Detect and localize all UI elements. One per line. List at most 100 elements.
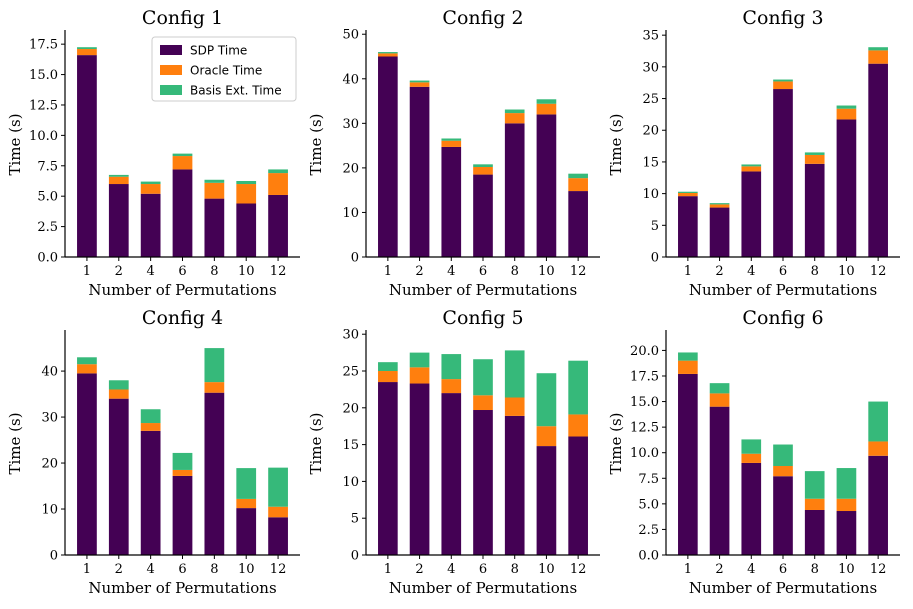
bar-sdp-time-8: [504, 415, 525, 555]
bar-oracle-time-12: [568, 178, 588, 192]
x-tick-label: 12: [570, 264, 587, 279]
bar-sdp-time-1: [378, 382, 398, 555]
bar-basis-ext-time-10: [536, 99, 557, 104]
x-tick-label: 10: [838, 562, 855, 577]
bar-oracle-time-4: [441, 140, 462, 147]
bar-basis-ext-time-1: [77, 47, 97, 50]
y-tick-label: 15: [642, 155, 659, 170]
x-tick-label: 1: [384, 264, 392, 279]
bar-basis-ext-time-12: [268, 169, 288, 174]
x-tick-label: 4: [447, 562, 455, 577]
bar-basis-ext-time-8: [504, 109, 525, 114]
bar-oracle-time-6: [473, 395, 493, 411]
bar-sdp-time-12: [568, 436, 588, 555]
chart-title: Config 5: [442, 307, 523, 329]
bar-oracle-time-10: [536, 426, 557, 447]
bar-oracle-time-1: [378, 53, 398, 57]
bar-oracle-time-2: [409, 82, 430, 87]
chart-title: Config 3: [742, 7, 823, 29]
bar-oracle-time-2: [108, 389, 129, 399]
x-tick-label: 12: [870, 562, 887, 577]
bar-oracle-time-12: [868, 50, 888, 64]
y-tick-label: 30: [342, 328, 359, 343]
x-tick-label: 8: [210, 562, 218, 577]
x-tick-label: 4: [147, 562, 155, 577]
y-tick-label: 5: [351, 512, 359, 527]
bar-basis-ext-time-12: [268, 467, 288, 507]
x-tick-label: 10: [538, 562, 555, 577]
bar-basis-ext-time-6: [473, 359, 493, 396]
bar-oracle-time-2: [409, 367, 430, 384]
bar-basis-ext-time-1: [678, 352, 698, 361]
bar-oracle-time-10: [836, 108, 857, 120]
x-tick-label: 4: [747, 562, 755, 577]
chart-title: Config 1: [142, 7, 223, 29]
y-axis-label: Time (s): [307, 113, 325, 175]
y-tick-label: 30: [642, 60, 659, 75]
bar-basis-ext-time-8: [204, 179, 225, 183]
y-tick-label: 50: [342, 28, 359, 43]
y-tick-label: 17.5: [630, 369, 659, 384]
y-tick-label: 10: [342, 206, 359, 221]
bar-oracle-time-4: [140, 184, 161, 194]
bar-basis-ext-time-12: [868, 401, 888, 442]
legend-swatch: [160, 85, 182, 95]
x-tick-label: 6: [779, 264, 787, 279]
x-tick-label: 10: [838, 264, 855, 279]
bar-basis-ext-time-6: [473, 164, 493, 167]
bar-basis-ext-time-1: [378, 362, 398, 371]
x-axis-label: Number of Permutations: [689, 281, 877, 299]
bar-sdp-time-4: [441, 393, 462, 555]
bar-basis-ext-time-6: [172, 153, 193, 157]
bar-sdp-time-10: [536, 446, 557, 555]
x-tick-label: 8: [210, 264, 218, 279]
bar-sdp-time-10: [536, 114, 557, 258]
y-tick-label: 7.5: [37, 159, 58, 174]
bar-sdp-time-2: [709, 207, 730, 257]
bar-sdp-time-12: [268, 517, 288, 555]
bar-oracle-time-8: [204, 382, 225, 393]
bar-oracle-time-12: [868, 441, 888, 456]
bar-sdp-time-1: [678, 373, 698, 555]
bar-oracle-time-6: [773, 81, 793, 90]
bar-oracle-time-12: [268, 173, 288, 195]
x-tick-label: 8: [811, 264, 819, 279]
y-tick-label: 40: [342, 72, 359, 87]
y-tick-label: 20.0: [630, 344, 659, 359]
bar-oracle-time-1: [678, 360, 698, 374]
x-tick-label: 12: [270, 562, 287, 577]
bar-oracle-time-4: [741, 453, 762, 463]
bar-sdp-time-8: [504, 123, 525, 257]
y-axis-label: Time (s): [607, 412, 625, 474]
x-tick-label: 1: [83, 562, 91, 577]
bar-basis-ext-time-8: [804, 152, 825, 155]
y-axis-label: Time (s): [6, 412, 24, 474]
y-tick-label: 30: [41, 411, 58, 426]
y-tick-label: 0.0: [638, 549, 659, 564]
x-tick-label: 12: [570, 562, 587, 577]
bar-sdp-time-4: [741, 462, 762, 555]
y-tick-label: 30: [342, 117, 359, 132]
x-tick-label: 10: [238, 562, 255, 577]
y-tick-label: 0: [50, 549, 58, 564]
chart-title: Config 2: [442, 7, 523, 29]
legend-label: SDP Time: [190, 44, 247, 58]
legend-label: Oracle Time: [190, 64, 262, 78]
bar-oracle-time-10: [236, 184, 257, 204]
chart-title: Config 6: [742, 307, 823, 329]
y-tick-label: 0: [351, 549, 359, 564]
bar-basis-ext-time-1: [77, 357, 97, 365]
bar-sdp-time-2: [409, 383, 430, 555]
y-tick-label: 20: [41, 457, 58, 472]
bar-basis-ext-time-6: [773, 79, 793, 82]
bar-sdp-time-8: [204, 392, 225, 555]
y-tick-label: 20: [342, 161, 359, 176]
x-tick-label: 4: [447, 264, 455, 279]
x-tick-label: 6: [178, 264, 186, 279]
bar-basis-ext-time-6: [172, 452, 193, 470]
bar-oracle-time-6: [473, 167, 493, 175]
bar-sdp-time-2: [709, 406, 730, 555]
bar-oracle-time-4: [441, 379, 462, 394]
